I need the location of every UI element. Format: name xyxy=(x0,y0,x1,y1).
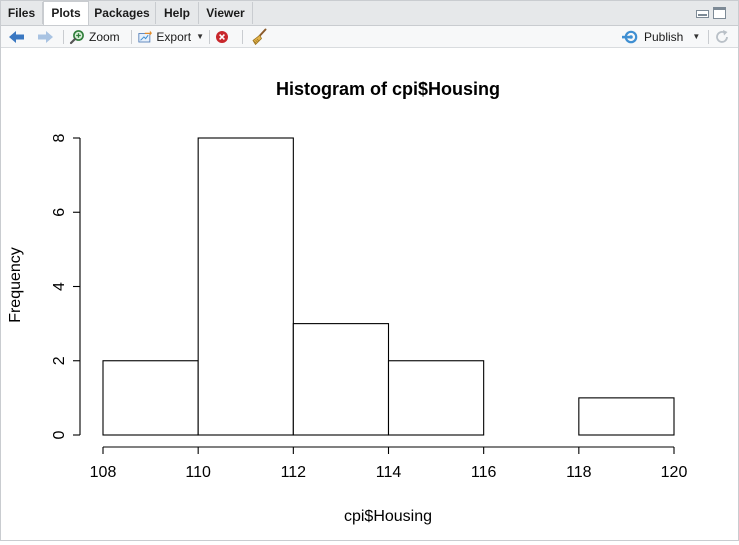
x-axis-label: cpi$Housing xyxy=(344,508,432,525)
minimize-pane-icon[interactable] xyxy=(696,10,709,18)
y-tick-label: 2 xyxy=(51,356,68,365)
y-tick-label: 0 xyxy=(51,430,68,439)
tab-help[interactable]: Help xyxy=(156,2,199,24)
forward-button[interactable] xyxy=(36,26,56,47)
tab-viewer[interactable]: Viewer xyxy=(199,2,253,24)
plots-toolbar: Zoom Export ▼ xyxy=(1,26,738,48)
export-label: Export xyxy=(156,29,192,44)
x-tick-label: 114 xyxy=(376,464,402,481)
publish-label: Publish xyxy=(644,29,684,44)
tab-packages[interactable]: Packages xyxy=(89,2,156,24)
toolbar-separator xyxy=(131,30,132,44)
y-tick-label: 8 xyxy=(51,133,68,142)
zoom-label: Zoom xyxy=(89,29,120,44)
back-arrow-icon xyxy=(9,30,24,43)
y-tick-label: 6 xyxy=(51,208,68,217)
x-tick-label: 118 xyxy=(566,464,592,481)
histogram-bar xyxy=(197,137,294,436)
histogram-bar xyxy=(292,323,390,436)
pane-tab-strip: Files Plots Packages Help Viewer xyxy=(1,1,738,26)
remove-plot-button[interactable] xyxy=(215,26,233,47)
export-icon xyxy=(138,30,152,43)
clear-all-plots-button[interactable] xyxy=(250,26,270,47)
tab-plots[interactable]: Plots xyxy=(43,1,89,25)
plot-viewer: Histogram of cpi$Housing 108 110 112 114 116… xyxy=(1,48,738,540)
export-button[interactable]: Export ▼ xyxy=(138,26,204,47)
x-tick-label: 108 xyxy=(90,464,117,481)
pane-window-controls xyxy=(696,7,730,21)
x-tick-label: 112 xyxy=(281,464,307,481)
y-tick-label: 4 xyxy=(51,282,68,291)
chevron-down-icon: ▼ xyxy=(692,32,701,41)
zoom-button[interactable]: Zoom xyxy=(69,26,125,47)
histogram-bar xyxy=(102,360,199,436)
histogram-bar xyxy=(578,397,675,436)
chevron-down-icon: ▼ xyxy=(196,32,204,41)
refresh-icon xyxy=(716,29,728,43)
clear-all-broom-icon xyxy=(252,28,267,45)
tab-files[interactable]: Files xyxy=(1,2,43,24)
refresh-button[interactable] xyxy=(714,26,732,47)
toolbar-separator xyxy=(209,30,210,44)
publish-button[interactable]: Publish ▼ xyxy=(622,26,702,47)
chart-title: Histogram of cpi$Housing xyxy=(276,79,500,99)
x-tick-label: 116 xyxy=(471,464,497,481)
publish-icon xyxy=(622,30,638,43)
histogram-chart: Histogram of cpi$Housing 108 110 112 114 116… xyxy=(7,79,688,525)
x-tick-label: 120 xyxy=(661,464,688,481)
zoom-icon xyxy=(69,29,84,44)
x-tick-label: 110 xyxy=(185,464,211,481)
y-axis-label: Frequency xyxy=(7,247,24,323)
toolbar-separator xyxy=(242,30,243,44)
remove-plot-icon xyxy=(216,30,228,43)
toolbar-separator xyxy=(63,30,64,44)
back-button[interactable] xyxy=(8,26,28,47)
toolbar-separator xyxy=(708,30,709,44)
forward-arrow-icon xyxy=(38,30,53,43)
maximize-pane-icon[interactable] xyxy=(713,7,726,19)
histogram-bar xyxy=(387,360,485,436)
